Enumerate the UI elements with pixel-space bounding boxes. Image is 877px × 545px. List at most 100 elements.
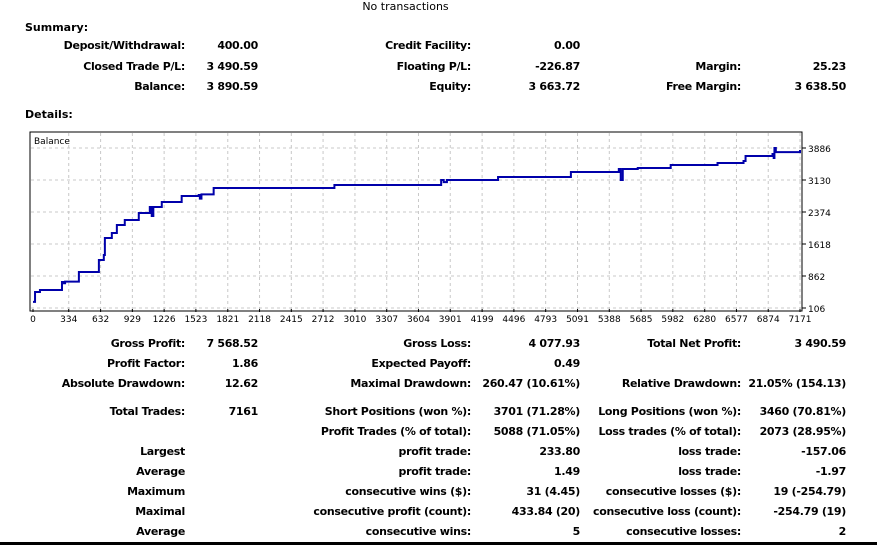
stat-value: 7 568.52 — [206, 337, 258, 350]
stat-value: 233.80 — [539, 445, 580, 458]
stat-label: Absolute Drawdown: — [61, 377, 186, 390]
x-tick-label: 929 — [124, 315, 141, 325]
x-tick-label: 3604 — [407, 315, 430, 325]
stat-label: consecutive loss (count): — [593, 505, 741, 518]
chart-grid — [31, 133, 801, 310]
stat-label: consecutive wins ($): — [345, 485, 471, 498]
stat-label: Balance: — [134, 80, 185, 93]
x-tick-label: 2118 — [248, 315, 271, 325]
x-tick-label: 4496 — [502, 315, 525, 325]
stat-value: 0.00 — [554, 39, 580, 52]
stat-value: 3701 (71.28%) — [493, 405, 581, 418]
stat-label: Floating P/L: — [396, 60, 472, 73]
stat-label: Gross Loss: — [403, 337, 471, 350]
stat-label: Margin: — [695, 60, 741, 73]
stat-value: 3 490.59 — [794, 337, 846, 350]
stat-label: profit trade: — [398, 445, 472, 458]
summary-title: Summary: — [25, 21, 89, 34]
summary-row: Balance: 3 890.59 Equity: 3 663.72 Free Marg… — [0, 80, 877, 96]
stat-label: Credit Facility: — [385, 39, 471, 52]
stat-value: -254.79 (19) — [773, 505, 846, 518]
details-row: Total Trades: 7161 Short Positions (won %)… — [0, 405, 877, 421]
y-tick-label: 1618 — [808, 241, 831, 251]
stat-value: 1.86 — [232, 357, 258, 370]
x-tick-label: 334 — [60, 315, 77, 325]
details-row: Profit Trades (% of total): 5088 (71.05%)… — [0, 425, 877, 441]
x-tick-label: 5685 — [630, 315, 653, 325]
stat-value: 7161 — [228, 405, 259, 418]
no-transactions-note: No transactions — [362, 0, 449, 13]
stat-label: Total Trades: — [109, 405, 186, 418]
stat-label: Maximum — [127, 485, 185, 498]
y-tick-label: 862 — [808, 273, 825, 283]
stat-value: 19 (-254.79) — [773, 485, 846, 498]
summary-row: Deposit/Withdrawal: 400.00 Credit Facility… — [0, 39, 877, 55]
stat-value: 5 — [572, 525, 581, 538]
stat-value: 5088 (71.05%) — [493, 425, 581, 438]
stat-label: Short Positions (won %): — [324, 405, 472, 418]
details-row: Largest profit trade: 233.80 loss trade: -15… — [0, 445, 877, 461]
y-tick-label: 2374 — [808, 209, 831, 219]
stat-value: 260.47 (10.61%) — [482, 377, 580, 390]
details-title: Details: — [25, 108, 73, 121]
stat-label: Total Net Profit: — [647, 337, 741, 350]
stat-label: Profit Trades (% of total): — [320, 425, 471, 438]
x-tick-label: 3901 — [439, 315, 462, 325]
stat-label: loss trade: — [678, 465, 741, 478]
x-tick-label: 6577 — [725, 315, 748, 325]
stat-label: profit trade: — [398, 465, 472, 478]
stat-value: 433.84 (20) — [511, 505, 581, 518]
x-tick-label: 632 — [92, 315, 109, 325]
x-tick-label: 2712 — [312, 315, 335, 325]
x-tick-label: 6874 — [757, 315, 780, 325]
x-tick-label: 2415 — [280, 315, 303, 325]
stat-value: -226.87 — [535, 60, 580, 73]
x-tick-label: 4793 — [534, 315, 557, 325]
stat-value: 3460 (70.81%) — [759, 405, 847, 418]
details-row: Average consecutive wins: 5 consecutive los… — [0, 525, 877, 541]
stat-value: 3 890.59 — [206, 80, 258, 93]
summary-row: Closed Trade P/L: 3 490.59 Floating P/L: -2… — [0, 60, 877, 76]
details-row: Gross Profit: 7 568.52 Gross Loss: 4 077.93… — [0, 337, 877, 353]
x-tick-label: 7171 — [789, 315, 812, 325]
y-tick-label: 106 — [808, 305, 825, 315]
stat-label: Average — [136, 525, 185, 538]
stat-value: 0.49 — [554, 357, 580, 370]
stat-label: Average — [136, 465, 185, 478]
x-tick-label: 5388 — [598, 315, 621, 325]
balance-series-line — [33, 147, 801, 303]
stat-label: loss trade: — [678, 445, 741, 458]
x-tick-label: 4199 — [471, 315, 494, 325]
y-tick-label: 3130 — [808, 177, 831, 187]
stat-label: Maximal — [135, 505, 185, 518]
stat-label: Free Margin: — [665, 80, 741, 93]
bottom-border — [0, 542, 877, 545]
stat-value: 1.49 — [554, 465, 580, 478]
stat-label: consecutive profit (count): — [313, 505, 471, 518]
stat-value: 3 663.72 — [528, 80, 580, 93]
stat-label: Loss trades (% of total): — [598, 425, 741, 438]
stat-label: Expected Payoff: — [371, 357, 471, 370]
stat-label: Equity: — [429, 80, 471, 93]
details-row: Absolute Drawdown: 12.62 Maximal Drawdown:… — [0, 377, 877, 393]
details-row: Profit Factor: 1.86 Expected Payoff: 0.49 — [0, 357, 877, 373]
x-tick-label: 5982 — [661, 315, 684, 325]
stat-value: 4 077.93 — [528, 337, 580, 350]
stat-label: Long Positions (won %): — [598, 405, 741, 418]
stat-label: consecutive losses: — [626, 525, 741, 538]
x-tick-label: 3010 — [343, 315, 366, 325]
chart-legend: Balance — [34, 137, 70, 147]
stat-label: Largest — [140, 445, 185, 458]
x-tick-label: 1821 — [216, 315, 239, 325]
stat-label: Gross Profit: — [110, 337, 186, 350]
details-row: Maximal consecutive profit (count): 433.84… — [0, 505, 877, 521]
x-tick-label: 6280 — [693, 315, 716, 325]
stat-label: consecutive wins: — [365, 525, 472, 538]
stat-value: -157.06 — [801, 445, 846, 458]
stat-label: Closed Trade P/L: — [83, 60, 185, 73]
stat-value: 21.05% (154.13) — [748, 377, 846, 390]
details-row: Maximum consecutive wins ($): 31 (4.45) con… — [0, 485, 877, 501]
x-tick-label: 1523 — [184, 315, 207, 325]
stat-label: Deposit/Withdrawal: — [63, 39, 186, 52]
y-axis: 3886 3130 2374 1618 862 106 — [802, 145, 831, 315]
